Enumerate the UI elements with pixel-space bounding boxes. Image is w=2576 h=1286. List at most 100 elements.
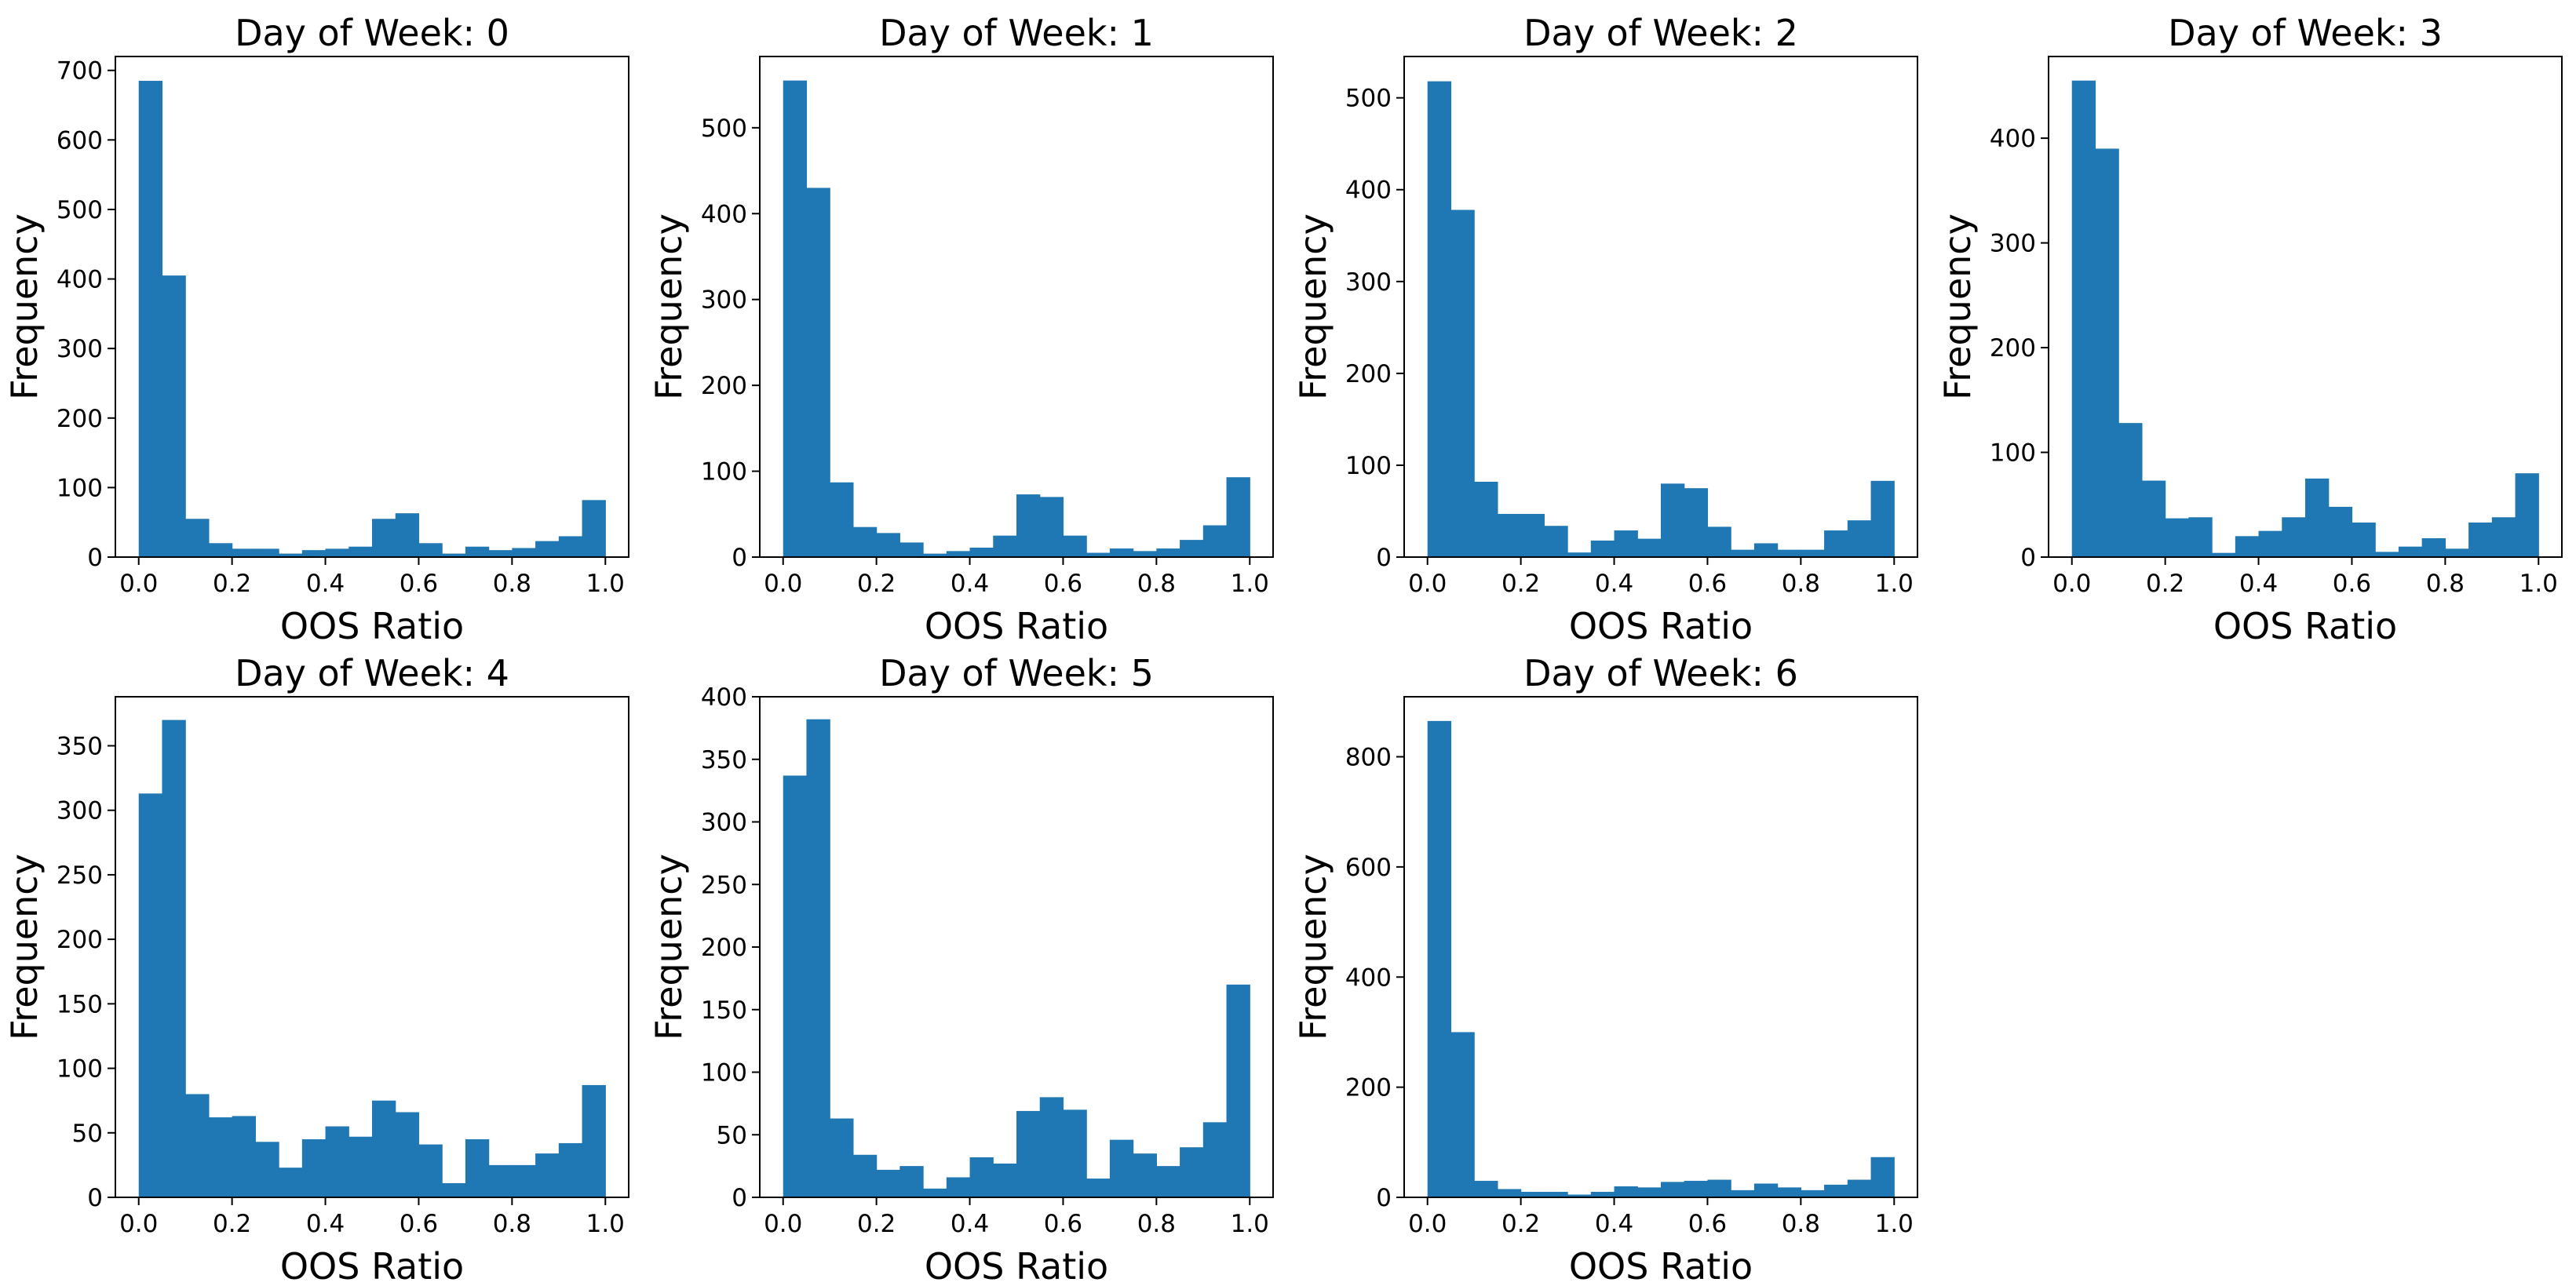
histogram-bar	[1684, 1180, 1709, 1197]
histogram-bar	[1824, 530, 1848, 557]
histogram-bar	[1753, 543, 1779, 557]
y-tick-label: 500	[57, 196, 103, 224]
histogram-bar	[348, 1136, 373, 1197]
y-tick-label: 0	[2020, 544, 2036, 572]
histogram-bar	[395, 513, 420, 557]
y-tick-label: 50	[717, 1121, 747, 1149]
histogram-bar	[1590, 1191, 1615, 1197]
y-tick-label: 0	[87, 1184, 103, 1212]
y-tick-label: 150	[57, 990, 103, 1018]
x-tick-label: 1.0	[1875, 570, 1914, 598]
x-tick-label: 0.4	[306, 570, 345, 598]
histogram-bar	[2212, 552, 2236, 557]
x-axis-label: OOS Ratio	[280, 605, 464, 647]
histogram-bar	[1497, 513, 1522, 557]
histogram-bar	[488, 550, 513, 557]
histogram-bar	[348, 546, 373, 557]
y-tick-label: 0	[1376, 1184, 1392, 1212]
y-tick-label: 700	[57, 57, 103, 86]
x-tick-label: 0.8	[1782, 570, 1820, 598]
y-axis-label: Frequency	[3, 854, 46, 1040]
histogram-bar	[969, 1157, 994, 1197]
histogram-bar	[2468, 522, 2493, 557]
y-tick-label: 200	[1345, 360, 1392, 388]
histogram-bar	[535, 1153, 560, 1197]
histogram-bar	[2141, 480, 2166, 557]
y-tick-label: 300	[701, 286, 747, 315]
histogram-bar	[1016, 1110, 1041, 1197]
histogram-bar	[899, 1166, 924, 1198]
histogram-bar	[138, 793, 163, 1197]
histogram-bar	[1847, 1179, 1872, 1197]
y-tick-label: 50	[72, 1120, 103, 1148]
x-tick-label: 0.0	[119, 570, 158, 598]
x-axis-label: OOS Ratio	[925, 1245, 1108, 1286]
x-tick-label: 0.6	[1044, 570, 1082, 598]
histogram-bar	[162, 275, 186, 558]
histogram-bar	[1063, 535, 1087, 557]
y-tick-label: 100	[57, 474, 103, 502]
y-tick-label: 100	[701, 1059, 747, 1087]
x-tick-label: 0.2	[1501, 570, 1540, 598]
x-tick-label: 0.0	[764, 570, 802, 598]
histogram-bar	[512, 1164, 536, 1197]
y-tick-label: 500	[701, 115, 747, 143]
histogram-bar	[1847, 520, 1872, 557]
histogram-bar	[2445, 548, 2469, 557]
y-tick-label: 400	[1990, 125, 2036, 153]
histogram-bar	[232, 1116, 256, 1197]
y-tick-label: 300	[1990, 230, 2036, 258]
histogram-bar	[1684, 488, 1709, 557]
y-axis-label: Frequency	[3, 213, 46, 400]
y-tick-label: 300	[57, 797, 103, 825]
histogram-bar	[2118, 423, 2143, 557]
histogram-bar	[2328, 506, 2353, 557]
y-tick-label: 100	[1990, 439, 2036, 468]
histogram-bar	[783, 775, 808, 1197]
histogram-bar	[138, 81, 163, 557]
y-tick-label: 350	[701, 746, 747, 774]
histogram-bar	[1202, 525, 1228, 557]
histogram-bar	[372, 519, 396, 557]
y-tick-label: 100	[1345, 452, 1392, 480]
histogram-bar	[2188, 517, 2213, 557]
x-tick-label: 0.8	[493, 570, 531, 598]
histogram-bar	[372, 1100, 396, 1197]
histogram-bar	[1753, 1183, 1779, 1197]
plot-frame	[1403, 696, 1918, 1198]
histogram-bar	[946, 551, 971, 557]
histogram-bar	[1226, 477, 1250, 557]
y-axis-label: Frequency	[648, 854, 690, 1040]
x-tick-label: 0.2	[213, 570, 251, 598]
y-tick-label: 400	[1345, 964, 1392, 992]
y-axis-label: Frequency	[1936, 213, 1979, 400]
y-axis-label: Frequency	[1292, 854, 1334, 1040]
x-axis-label: OOS Ratio	[1569, 605, 1753, 647]
x-tick-label: 1.0	[1875, 1210, 1914, 1238]
histogram-bar	[279, 1168, 303, 1197]
x-tick-label: 0.6	[1688, 570, 1727, 598]
x-tick-label: 0.0	[764, 1210, 802, 1238]
histogram-bar	[255, 1142, 279, 1197]
x-tick-label: 0.6	[1688, 1210, 1727, 1238]
x-tick-label: 0.2	[213, 1210, 251, 1238]
plot-frame	[115, 56, 629, 558]
x-tick-label: 0.6	[400, 570, 438, 598]
y-axis-label: Frequency	[648, 213, 690, 400]
histogram-bar	[876, 1169, 900, 1197]
histogram-bar	[1637, 538, 1662, 557]
histogram-bar	[993, 535, 1017, 557]
histogram-bar	[512, 548, 536, 557]
histogram-bar	[806, 719, 830, 1197]
histogram-bar	[1777, 549, 1801, 557]
subplot-2: 0.0 0.2 0.4 0.6 0.8 1.0 0 100 200 300 400 500 Day of…	[1292, 12, 1918, 647]
histogram-bar	[208, 1117, 233, 1197]
y-tick-label: 0	[1376, 544, 1392, 572]
x-tick-label: 1.0	[2519, 570, 2558, 598]
histogram-bar	[162, 720, 186, 1197]
histogram-bar	[2375, 552, 2399, 557]
histogram-bar	[325, 1126, 349, 1197]
histogram-bar	[899, 542, 924, 557]
histogram-bar	[1520, 1191, 1545, 1197]
histogram-bar	[2515, 473, 2539, 557]
